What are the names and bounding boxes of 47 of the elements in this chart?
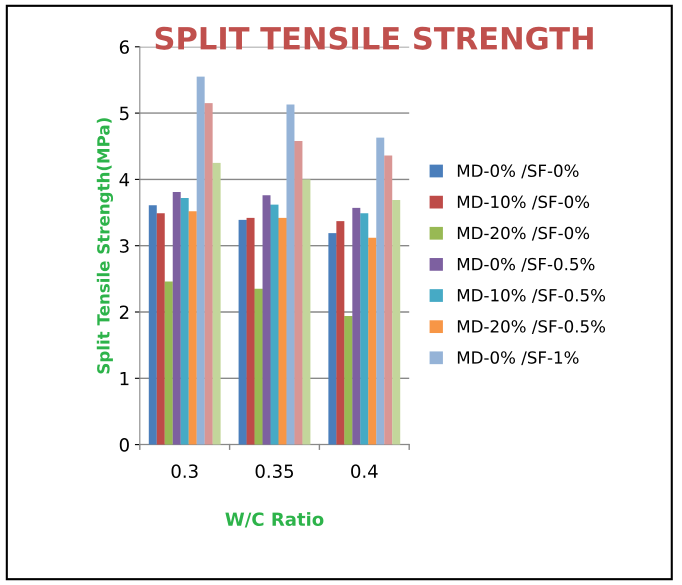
- bar: [238, 220, 247, 445]
- y-tick-label: 5: [120, 106, 129, 120]
- bar: [344, 316, 352, 445]
- x-tick-label: 0.35: [256, 464, 294, 478]
- bar: [148, 205, 157, 445]
- bar: [180, 198, 189, 445]
- legend-label: MD-0% /SF-1%: [458, 351, 579, 366]
- bar: [294, 140, 302, 445]
- legend-label: MD-20% /SF-0%: [458, 226, 590, 241]
- bar: [172, 192, 181, 445]
- bar: [278, 218, 286, 445]
- bar: [262, 195, 271, 445]
- y-tick-label: 0: [120, 438, 129, 452]
- bar: [196, 76, 205, 445]
- bar: [204, 103, 213, 445]
- x-tick-label: 0.4: [351, 464, 378, 478]
- legend-label: MD-20% /SF-0.5%: [458, 320, 606, 334]
- legend-label: MD-10% /SF-0.5%: [458, 288, 606, 303]
- y-tick-label: 6: [120, 40, 129, 54]
- bar: [286, 104, 294, 445]
- bar: [392, 200, 400, 445]
- bar: [156, 213, 165, 445]
- bar: [246, 218, 255, 445]
- bar: [164, 282, 173, 445]
- bar: [376, 138, 384, 445]
- y-tick-label: 1: [120, 372, 128, 386]
- bar: [368, 238, 376, 445]
- legend-label: MD-0% /SF-0.5%: [458, 258, 594, 272]
- bar: [212, 162, 221, 445]
- bar: [360, 213, 368, 445]
- legend-label: MD-10% /SF-0%: [458, 196, 590, 210]
- bar: [384, 156, 392, 445]
- y-tick-label: 2: [120, 305, 128, 319]
- chart-title: SPLIT TENSILE STRENGTH: [156, 26, 593, 50]
- x-axis-title: W/C Ratio: [225, 512, 324, 528]
- bar: [336, 221, 344, 445]
- y-tick-label: 3: [120, 239, 129, 253]
- bar: [352, 208, 360, 445]
- y-tick-label: 4: [119, 173, 130, 186]
- x-tick-label: 0.3: [172, 464, 198, 478]
- bar: [188, 211, 197, 445]
- y-axis-title: Split Tensile Strength(MPa): [96, 118, 114, 374]
- bar: [254, 288, 263, 445]
- bar: [302, 179, 310, 445]
- bar: [328, 233, 336, 445]
- bar: [270, 204, 278, 445]
- legend-label: MD-0% /SF-0%: [458, 164, 579, 178]
